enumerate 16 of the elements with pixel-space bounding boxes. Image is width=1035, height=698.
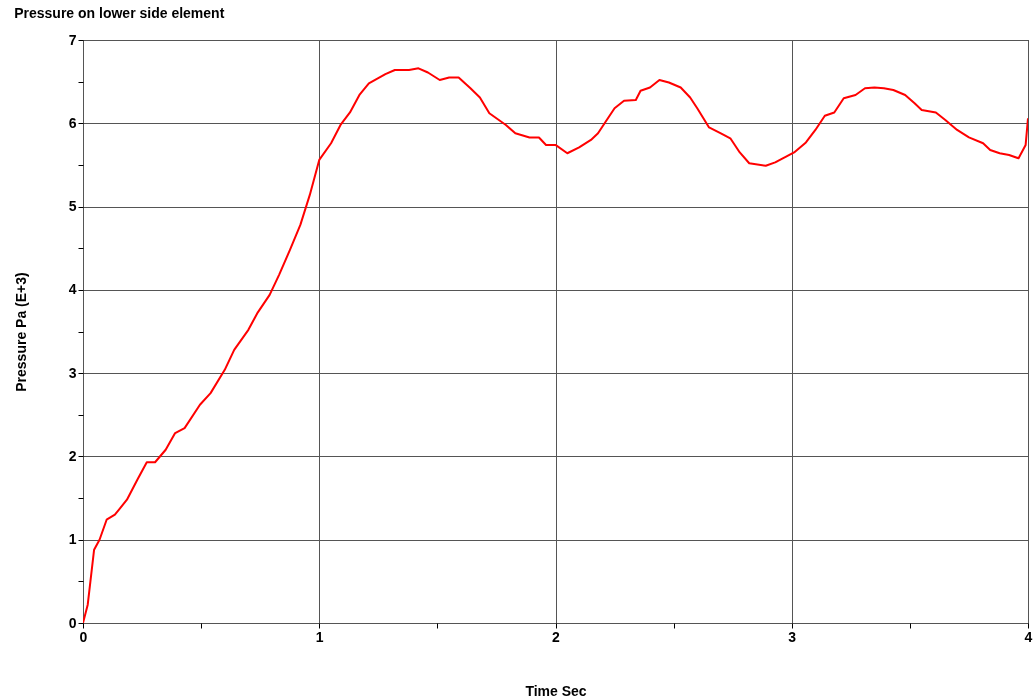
x-tick-label: 1: [315, 628, 324, 645]
x-tick-label: 4: [1024, 628, 1033, 645]
x-tick-label: 0: [79, 628, 88, 645]
y-axis-title: Pressure Pa (E+3): [12, 272, 29, 392]
x-tick-label: 3: [788, 628, 797, 645]
x-axis-title: Time Sec: [525, 682, 587, 698]
y-tick-label: 4: [68, 281, 77, 298]
y-tick-label: 1: [68, 531, 77, 548]
y-tick-label: 6: [68, 114, 77, 131]
y-tick-label: 7: [68, 31, 77, 48]
y-tick-label: 0: [68, 614, 77, 631]
y-tick-label: 3: [68, 364, 77, 381]
x-tick-label: 2: [552, 628, 561, 645]
y-tick-label: 2: [68, 447, 77, 464]
chart-title: Pressure on lower side element: [14, 5, 225, 21]
y-tick-label: 5: [68, 198, 77, 215]
